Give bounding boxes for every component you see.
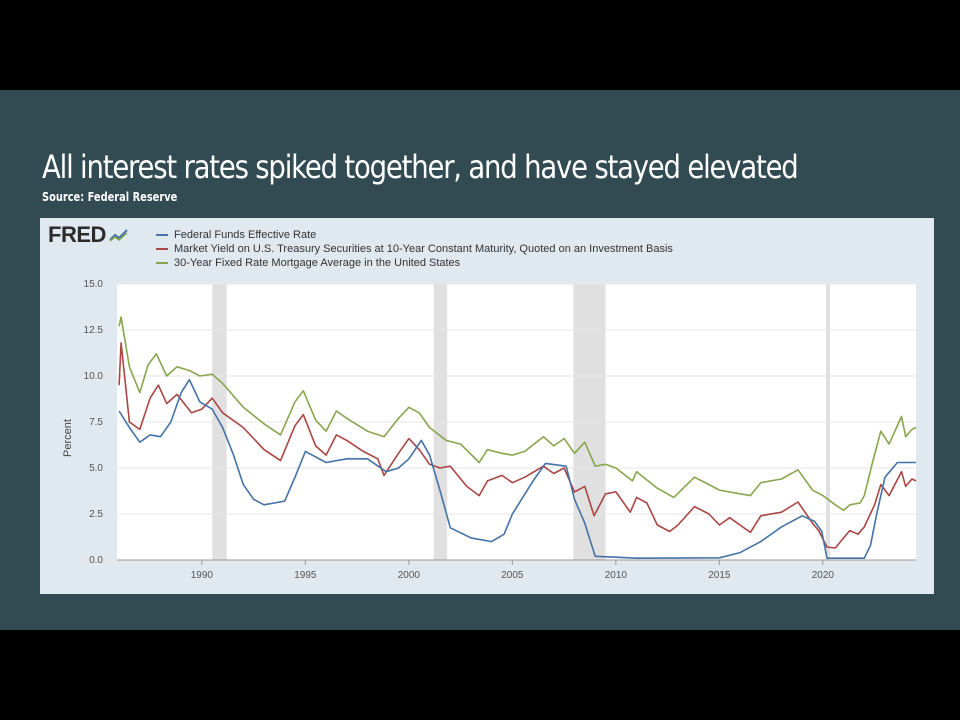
slide-title: All interest rates spiked together, and … [42, 148, 799, 186]
x-tick-label-2: 2000 [398, 570, 421, 581]
x-tick-label-1: 1995 [294, 570, 317, 581]
legend-swatch-mortgage-30y [156, 262, 168, 264]
chart-legend: Federal Funds Effective Rate Market Yiel… [156, 228, 673, 270]
y-tick-label-1: 2.5 [89, 509, 103, 520]
x-tick-label-3: 2005 [501, 570, 524, 581]
fred-logo-text: FRED [48, 222, 106, 247]
legend-label-treasury-10y: Market Yield on U.S. Treasury Securities… [174, 243, 673, 255]
series-line-0 [118, 378, 916, 560]
source-label: Source: Federal Reserve [42, 190, 178, 204]
legend-swatch-fed-funds [156, 234, 168, 236]
plot-area[interactable]: 0.0 2.5 5.0 7.5 10.0 12.5 15.0 1990 1995 2000 2005… [40, 218, 934, 594]
x-tick-label-5: 2015 [708, 570, 731, 581]
x-tick-label-0: 1990 [191, 570, 214, 581]
chart-card: FRED Federal Funds Effective Rate Market… [40, 218, 934, 594]
series-line-2 [118, 316, 917, 512]
y-tick-label-4: 10.0 [84, 371, 104, 382]
legend-swatch-treasury-10y [156, 248, 168, 250]
x-tick-label-6: 2020 [812, 570, 835, 581]
legend-item-treasury-10y[interactable]: Market Yield on U.S. Treasury Securities… [156, 242, 673, 256]
y-tick-label-3: 7.5 [89, 417, 103, 428]
legend-item-fed-funds[interactable]: Federal Funds Effective Rate [156, 228, 673, 242]
y-tick-label-6: 15.0 [84, 279, 104, 290]
y-tick-label-5: 12.5 [84, 325, 104, 336]
x-tick-label-4: 2010 [605, 570, 628, 581]
legend-item-mortgage-30y[interactable]: 30-Year Fixed Rate Mortgage Average in t… [156, 256, 673, 270]
fred-logo-graph-icon [107, 227, 130, 243]
fred-logo: FRED [48, 222, 130, 248]
y-tick-label-2: 5.0 [89, 463, 103, 474]
y-tick-label-0: 0.0 [89, 555, 103, 566]
legend-label-fed-funds: Federal Funds Effective Rate [174, 229, 317, 241]
slide: All interest rates spiked together, and … [0, 90, 960, 630]
legend-label-mortgage-30y: 30-Year Fixed Rate Mortgage Average in t… [174, 257, 461, 269]
